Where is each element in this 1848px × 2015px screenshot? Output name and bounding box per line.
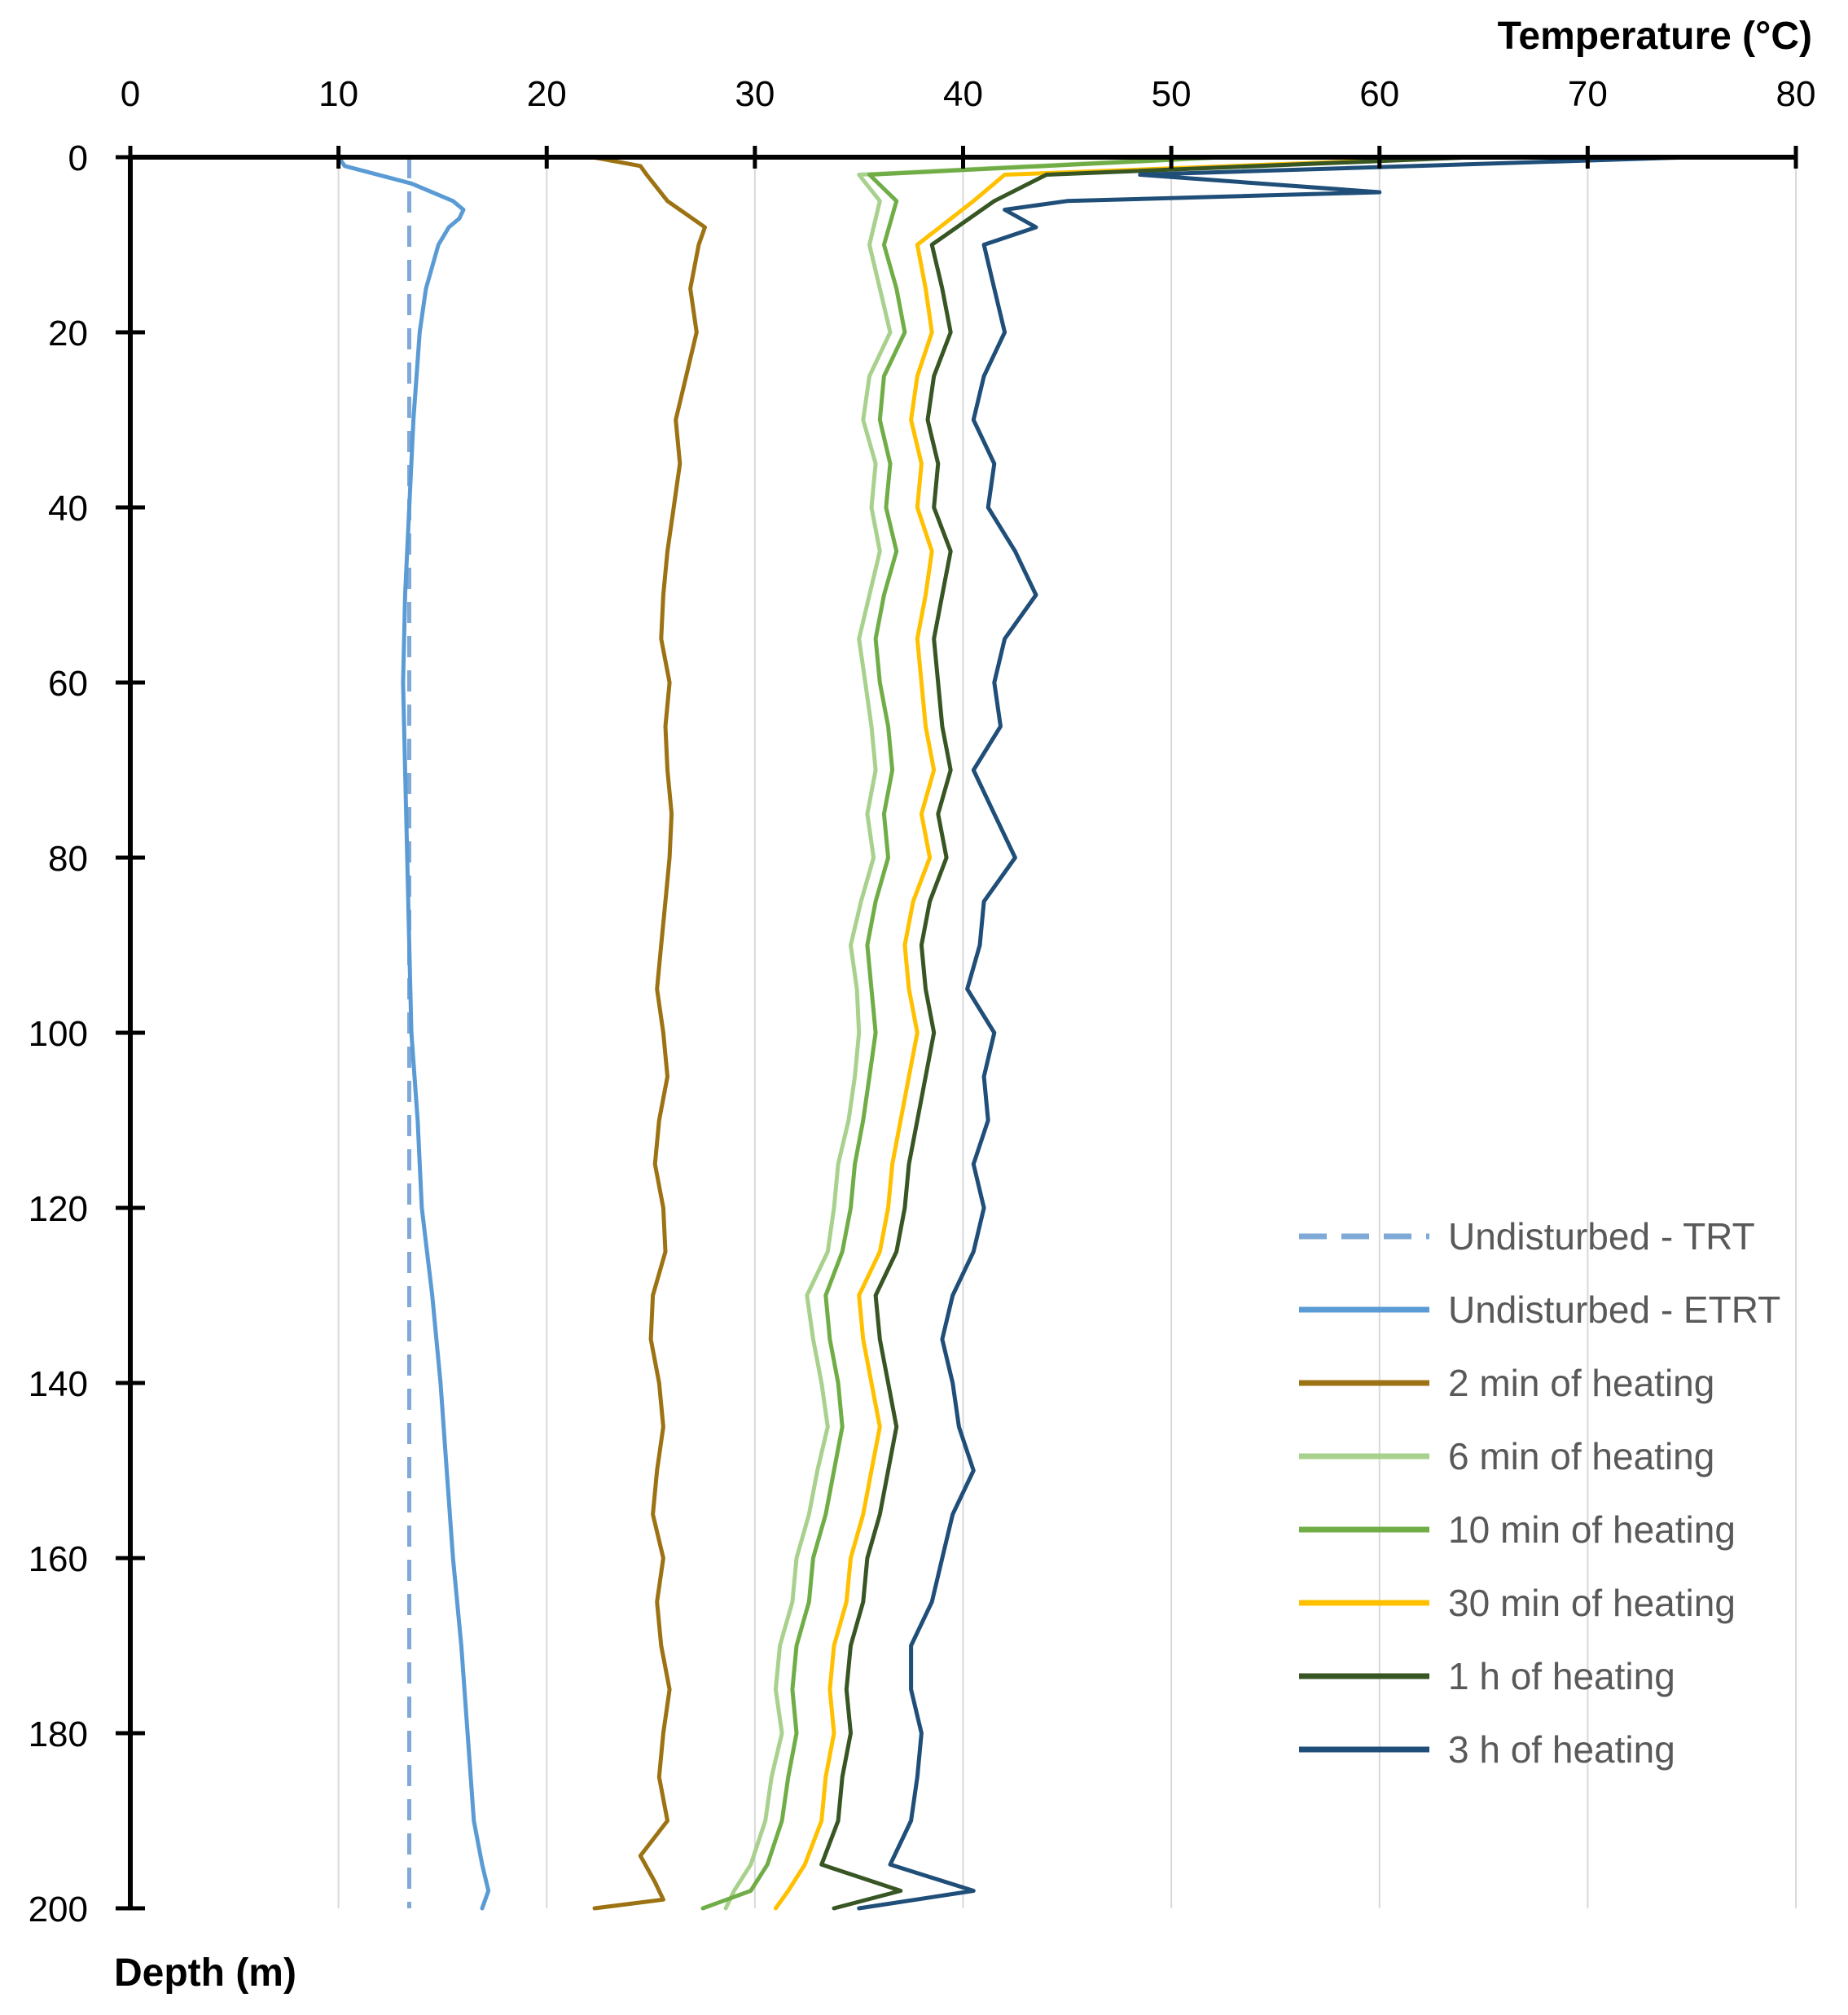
legend-label: 3 h of heating <box>1448 1728 1675 1771</box>
y-tick-label: 120 <box>29 1189 88 1229</box>
x-tick-label: 50 <box>1152 74 1192 114</box>
legend: Undisturbed - TRT Undisturbed - ETRT 2 min… <box>1299 1215 1780 1771</box>
series-line-10-min-of-heating <box>700 155 1226 1911</box>
legend-label: 2 min of heating <box>1448 1362 1714 1404</box>
axes: 0 10 20 30 40 50 60 70 80 0 20 40 60 80 100 120 140 160 18… <box>29 74 1816 1929</box>
series-line-3-h-of-heating <box>857 155 1694 1911</box>
x-axis-title: Temperature (°C) <box>1498 15 1812 58</box>
series-line-1-h-of-heating <box>819 155 1476 1911</box>
y-tick-label: 100 <box>29 1014 88 1054</box>
x-tick-label: 80 <box>1776 74 1816 114</box>
legend-label: 1 h of heating <box>1448 1655 1675 1697</box>
series-line-undisturbed-etrt <box>336 155 491 1911</box>
gridlines <box>337 157 1797 1908</box>
y-tick-label: 0 <box>68 138 88 178</box>
series-line-6-min-of-heating <box>723 155 1215 1911</box>
y-tick-label: 60 <box>48 664 88 704</box>
y-tick-label: 180 <box>29 1714 88 1754</box>
y-tick-label: 80 <box>48 839 88 879</box>
y-axis-title: Depth (m) <box>114 1951 296 1995</box>
y-tick-label: 40 <box>48 489 88 529</box>
series-lines <box>336 155 1694 1911</box>
x-tick-label: 0 <box>121 74 140 114</box>
y-tick-label: 200 <box>29 1890 88 1929</box>
x-tick-label: 20 <box>527 74 567 114</box>
legend-label: 6 min of heating <box>1448 1435 1714 1477</box>
y-tick-label: 160 <box>29 1539 88 1579</box>
x-tick-label: 70 <box>1568 74 1608 114</box>
x-tick-label: 10 <box>318 74 358 114</box>
x-tick-label: 30 <box>735 74 775 114</box>
series-line-30-min-of-heating <box>773 155 1465 1911</box>
x-tick-label: 60 <box>1359 74 1399 114</box>
legend-label: 30 min of heating <box>1448 1582 1736 1624</box>
x-tick-label: 40 <box>943 74 983 114</box>
y-tick-label: 20 <box>48 314 88 353</box>
y-tick-label: 140 <box>29 1364 88 1404</box>
legend-label: Undisturbed - ETRT <box>1448 1288 1780 1331</box>
series-line-2-min-of-heating <box>590 155 707 1911</box>
legend-label: 10 min of heating <box>1448 1508 1736 1551</box>
legend-label: Undisturbed - TRT <box>1448 1215 1755 1258</box>
